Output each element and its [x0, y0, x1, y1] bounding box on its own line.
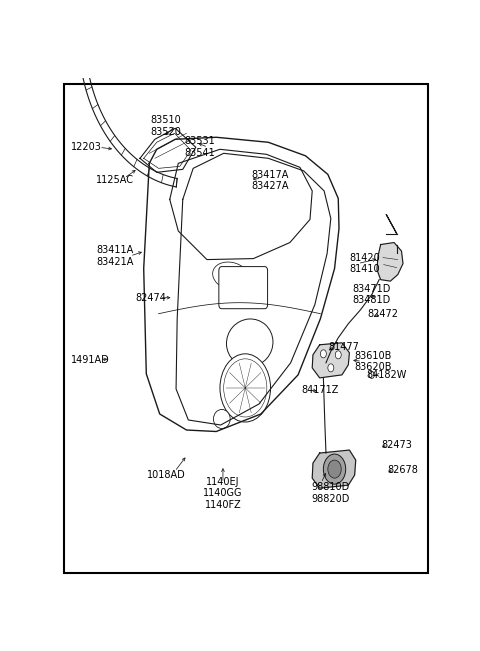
Text: 81477: 81477: [328, 342, 359, 352]
Text: 12203: 12203: [72, 143, 102, 152]
Text: 83531
83541: 83531 83541: [184, 137, 215, 158]
Text: 83610B
83620B: 83610B 83620B: [354, 350, 392, 372]
Text: 81420
81410: 81420 81410: [349, 253, 380, 274]
Text: 84171Z: 84171Z: [301, 385, 338, 395]
Circle shape: [369, 371, 374, 378]
Text: 82474: 82474: [136, 293, 167, 303]
Circle shape: [328, 460, 341, 478]
Text: 1491AD: 1491AD: [71, 355, 110, 365]
Text: 98810D
98820D: 98810D 98820D: [312, 482, 350, 504]
Text: 83417A
83427A: 83417A 83427A: [252, 169, 289, 191]
Text: 83471D
83481D: 83471D 83481D: [352, 284, 391, 305]
Text: 83411A
83421A: 83411A 83421A: [96, 245, 134, 267]
Text: 1125AC: 1125AC: [96, 175, 134, 186]
Text: 82473: 82473: [381, 440, 412, 450]
Circle shape: [324, 454, 346, 484]
Text: 84182W: 84182W: [366, 370, 407, 380]
Text: 1140EJ
1140GG
1140FZ: 1140EJ 1140GG 1140FZ: [203, 477, 243, 510]
Circle shape: [328, 364, 334, 372]
Text: 1018AD: 1018AD: [147, 470, 185, 480]
Circle shape: [321, 350, 326, 358]
Polygon shape: [312, 343, 349, 378]
Circle shape: [335, 351, 341, 359]
Text: 82472: 82472: [367, 309, 398, 319]
FancyBboxPatch shape: [219, 267, 267, 309]
Polygon shape: [377, 243, 403, 281]
Circle shape: [220, 354, 271, 422]
Ellipse shape: [214, 409, 230, 428]
Polygon shape: [312, 450, 356, 488]
Text: 82678: 82678: [387, 465, 419, 475]
Text: 83510
83520: 83510 83520: [151, 115, 181, 137]
Ellipse shape: [227, 319, 273, 367]
